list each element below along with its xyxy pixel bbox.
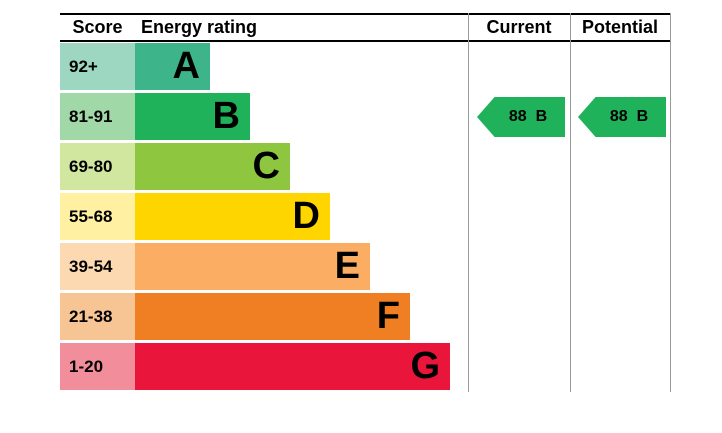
current-rating-arrow: 88 B	[477, 97, 565, 137]
band-bar-a: A	[135, 43, 210, 90]
band-letter: G	[410, 345, 440, 387]
band-row-e: 39-54 E	[60, 242, 460, 292]
header-underline-rule	[60, 40, 670, 42]
potential-rating-letter: B	[636, 108, 649, 125]
band-row-d: 55-68 D	[60, 192, 460, 242]
band-bar-d: D	[135, 193, 330, 240]
band-score-range: 21-38	[60, 293, 135, 340]
column-header-score: Score	[72, 17, 123, 37]
band-score-range: 1-20	[60, 343, 135, 390]
band-score-range: 92+	[60, 43, 135, 90]
potential-rating-arrow: 88 B	[578, 97, 666, 137]
band-letter: C	[252, 145, 280, 187]
band-score-range: 81-91	[60, 93, 135, 140]
potential-rating-value: 88	[609, 108, 628, 125]
band-score-range: 69-80	[60, 143, 135, 190]
band-bar-f: F	[135, 293, 410, 340]
current-rating-letter: B	[535, 108, 548, 125]
band-bar-b: B	[135, 93, 250, 140]
band-row-c: 69-80 C	[60, 142, 460, 192]
column-header-current: Current	[486, 17, 552, 37]
rating-bands: 92+ A 81-91 B 69-80 C 55-68 D 39-54 E 21-38 F 1-20 G	[60, 42, 460, 392]
band-row-a: 92+ A	[60, 42, 460, 92]
band-bar-c: C	[135, 143, 290, 190]
divider-right-edge	[670, 13, 671, 392]
band-letter: D	[292, 195, 320, 237]
current-rating-value: 88	[508, 108, 527, 125]
band-score-range: 55-68	[60, 193, 135, 240]
divider-current-left	[468, 13, 469, 392]
band-letter: A	[172, 45, 200, 87]
band-bar-e: E	[135, 243, 370, 290]
band-letter: B	[212, 95, 240, 137]
band-score-range: 39-54	[60, 243, 135, 290]
band-row-b: 81-91 B	[60, 92, 460, 142]
band-letter: E	[334, 245, 360, 287]
column-header-energy-rating: Energy rating	[141, 17, 258, 37]
band-row-g: 1-20 G	[60, 342, 460, 392]
header-top-rule	[60, 13, 670, 15]
band-letter: F	[376, 295, 400, 337]
column-header-potential: Potential	[581, 17, 658, 37]
band-bar-g: G	[135, 343, 450, 390]
band-row-f: 21-38 F	[60, 292, 460, 342]
divider-current-potential	[570, 13, 571, 392]
